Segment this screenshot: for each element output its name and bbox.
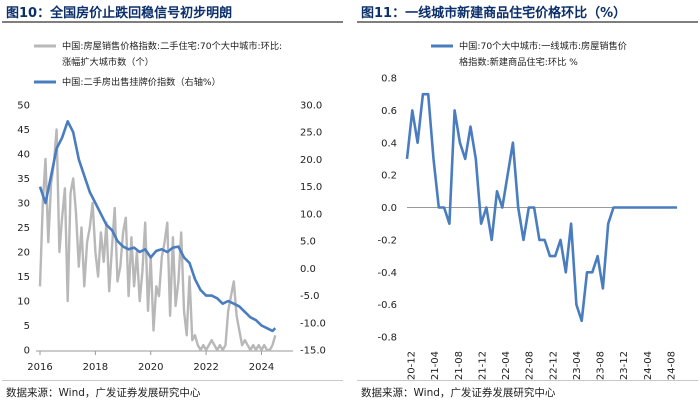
left-y-axis-left: 0 5 10 15 20 25 30 35 40 45 50 bbox=[17, 101, 30, 357]
right-title-rule bbox=[357, 21, 698, 23]
left-y-right-tick-label: 10.0 bbox=[300, 209, 322, 220]
series-right-line bbox=[405, 92, 677, 323]
right-x-tick-label: 22-04 bbox=[501, 351, 512, 380]
left-y-tick-label: 20 bbox=[17, 248, 30, 259]
left-x-tick-label: 2022 bbox=[193, 362, 218, 373]
left-y-right-tick-label: 25.0 bbox=[300, 128, 322, 139]
left-y-tick-label: 35 bbox=[17, 174, 30, 185]
left-series-group bbox=[38, 120, 277, 352]
left-y-right-tick-label: -10.0 bbox=[300, 318, 326, 329]
left-y-tick-label: 45 bbox=[17, 125, 30, 136]
left-title-rule bbox=[2, 21, 343, 23]
right-source-rule bbox=[357, 380, 698, 381]
legend-right-label-line1: 中国:70个大中城市:一线城市:房屋销售价 bbox=[459, 40, 627, 52]
left-x-tick-label: 2024 bbox=[249, 362, 274, 373]
right-y-tick-label: 0.8 bbox=[381, 74, 397, 85]
right-x-tick-label: 23-08 bbox=[596, 351, 607, 380]
right-x-tick-label: 24-04 bbox=[643, 351, 654, 380]
right-x-tick-label: 22-08 bbox=[525, 351, 536, 380]
left-y-tick-label: 10 bbox=[17, 297, 30, 308]
right-source-text: 数据来源：Wind，广发证券发展研究中心 bbox=[361, 387, 556, 399]
right-chart-panel: 图11：一线城市新建商品住宅价格环比（%） 中国:70个大中城市:一线城市:房屋… bbox=[355, 0, 700, 405]
legend-right-label-line2: 格指数:新建商品住宅:环比 % bbox=[459, 56, 578, 68]
left-chart-panel: 图10：全国房价止跌回稳信号初步明朗 中国:房屋销售价格指数:二手住宅:70个大… bbox=[0, 0, 345, 405]
right-chart-svg: 中国:70个大中城市:一线城市:房屋销售价 格指数:新建商品住宅:环比 % 0.… bbox=[377, 40, 678, 380]
right-x-tick-label: 22-12 bbox=[548, 351, 559, 380]
right-y-tick-label: 0.2 bbox=[381, 171, 397, 182]
left-y-tick-label: 30 bbox=[17, 199, 30, 210]
right-series-group bbox=[405, 92, 677, 323]
left-chart-title: 图10：全国房价止跌回稳信号初步明朗 bbox=[6, 6, 233, 21]
left-y-axis-right: -15.0 -10.0 -5.0 0.0 5.0 10.0 15.0 20.0 25.0 30.0 bbox=[300, 101, 326, 357]
right-y-tick-label: 0.6 bbox=[381, 106, 397, 117]
left-y-right-tick-label: 15.0 bbox=[300, 182, 322, 193]
right-x-tick-label: 21-12 bbox=[477, 351, 488, 380]
left-y-right-tick-label: -15.0 bbox=[300, 346, 326, 357]
legend-blue-label: 中国:二手房出售挂牌价指数（右轴%） bbox=[62, 76, 221, 88]
right-y-tick-label: -0.8 bbox=[377, 333, 397, 344]
right-y-tick-label: -0.6 bbox=[377, 300, 397, 311]
left-y-right-tick-label: -5.0 bbox=[300, 291, 320, 302]
left-y-right-tick-label: 30.0 bbox=[300, 101, 322, 112]
legend-gray-label-line1: 中国:房屋销售价格指数:二手住宅:70个大中城市:环比: bbox=[62, 40, 282, 52]
left-chart-svg: 中国:房屋销售价格指数:二手住宅:70个大中城市:环比: 涨幅扩大城市数（个） … bbox=[17, 40, 326, 373]
left-x-tick-label: 2016 bbox=[27, 362, 52, 373]
left-y-tick-label: 25 bbox=[17, 223, 30, 234]
legend-gray-label-line2: 涨幅扩大城市数（个） bbox=[62, 56, 154, 68]
left-legend: 中国:房屋销售价格指数:二手住宅:70个大中城市:环比: 涨幅扩大城市数（个） … bbox=[34, 40, 282, 88]
left-x-tick-label: 2020 bbox=[138, 362, 163, 373]
right-legend: 中国:70个大中城市:一线城市:房屋销售价 格指数:新建商品住宅:环比 % bbox=[431, 40, 627, 68]
right-x-tick-label: 23-04 bbox=[572, 351, 583, 380]
left-y-tick-label: 50 bbox=[17, 101, 30, 112]
right-y-tick-label: -0.2 bbox=[377, 235, 397, 246]
left-x-axis: 2016 2018 2020 2022 2024 bbox=[27, 350, 293, 373]
left-x-tick-label: 2018 bbox=[83, 362, 108, 373]
right-y-tick-label: 0.0 bbox=[381, 203, 397, 214]
left-y-tick-label: 0 bbox=[24, 346, 30, 357]
left-y-right-tick-label: 5.0 bbox=[300, 237, 316, 248]
left-y-right-tick-label: 20.0 bbox=[300, 155, 322, 166]
left-y-tick-label: 15 bbox=[17, 272, 30, 283]
right-x-tick-label: 21-04 bbox=[430, 351, 441, 380]
left-y-tick-label: 5 bbox=[24, 321, 30, 332]
right-x-tick-label: 20-12 bbox=[407, 351, 418, 380]
right-y-tick-label: -0.4 bbox=[377, 268, 397, 279]
left-source-rule bbox=[2, 380, 343, 381]
right-x-tick-label: 21-08 bbox=[454, 351, 465, 380]
right-y-tick-label: 0.4 bbox=[381, 138, 397, 149]
right-x-tick-label: 23-12 bbox=[619, 351, 630, 380]
left-y-tick-label: 40 bbox=[17, 150, 30, 161]
right-y-axis: 0.8 0.6 0.4 0.2 0.0 -0.2 -0.4 -0.6 -0.8 bbox=[377, 74, 397, 344]
right-x-axis: 20-12 21-04 21-08 21-12 22-04 22-08 22-12 23-04… bbox=[407, 207, 678, 380]
left-y-right-tick-label: 0.0 bbox=[300, 264, 316, 275]
left-source-text: 数据来源：Wind，广发证券发展研究中心 bbox=[6, 387, 201, 399]
series-blue-line bbox=[38, 120, 277, 333]
right-x-tick-label: 24-08 bbox=[667, 351, 678, 380]
series-gray-line bbox=[38, 128, 277, 352]
right-chart-title: 图11：一线城市新建商品住宅价格环比（%） bbox=[361, 6, 627, 21]
